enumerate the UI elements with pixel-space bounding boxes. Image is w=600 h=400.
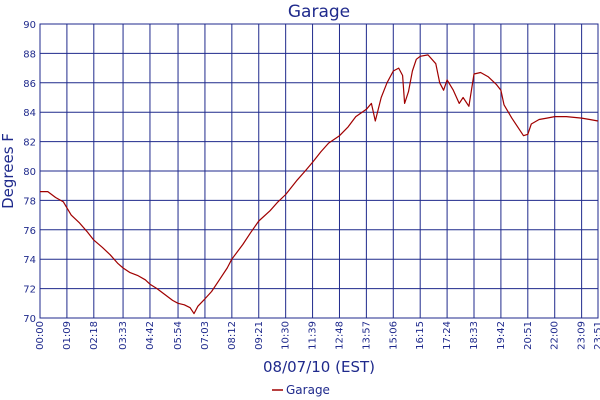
x-tick-label: 17:24 [442,321,453,350]
x-tick-label: 11:39 [308,321,319,350]
series-line-garage [40,54,599,315]
x-tick-label: 01:09 [62,321,73,350]
series-layer [40,54,599,315]
x-tick-label: 23:51 [593,321,600,350]
x-tick-label: 16:15 [415,321,426,350]
x-tick-label: 09:21 [254,321,265,350]
y-tick-label: 70 [23,314,36,325]
x-tick-label: 00:00 [35,321,46,350]
x-tick-label: 22:00 [550,321,561,350]
x-tick-label: 08:12 [227,321,238,350]
x-tick-label: 20:51 [523,321,534,350]
x-tick-label: 23:09 [577,321,588,350]
x-tick-label: 10:30 [281,321,292,350]
y-axis-label: Degrees F [0,133,17,209]
chart-title: Garage [288,2,350,22]
x-axis-label: 08/07/10 (EST) [263,358,375,376]
y-tick-label: 84 [23,108,36,119]
grid-lines [39,23,599,319]
legend: Garage [272,383,330,397]
y-axis-ticks: 70 72 74 76 78 80 82 84 86 88 90 [23,20,36,325]
y-tick-label: 80 [23,167,36,178]
y-tick-label: 78 [23,196,36,207]
x-tick-label: 02:18 [89,321,100,350]
x-tick-label: 03:33 [118,321,129,350]
y-tick-label: 88 [23,49,36,60]
x-tick-label: 07:03 [200,321,211,350]
x-tick-label: 12:48 [334,321,345,350]
x-axis-ticks: 00:00 01:09 02:18 03:33 04:42 05:54 07:03 08:12… [35,321,600,350]
y-tick-label: 86 [23,79,36,90]
x-tick-label: 05:54 [173,321,184,350]
y-tick-label: 72 [23,285,36,296]
y-tick-label: 82 [23,138,36,149]
x-tick-label: 19:42 [496,321,507,350]
x-tick-label: 04:42 [145,321,156,350]
y-tick-label: 74 [23,255,36,266]
x-tick-label: 13:57 [361,321,372,350]
y-tick-label: 90 [23,20,36,31]
legend-label-garage: Garage [286,383,330,397]
y-tick-label: 76 [23,226,36,237]
x-tick-label: 15:06 [388,321,399,350]
x-tick-label: 18:33 [469,321,480,350]
